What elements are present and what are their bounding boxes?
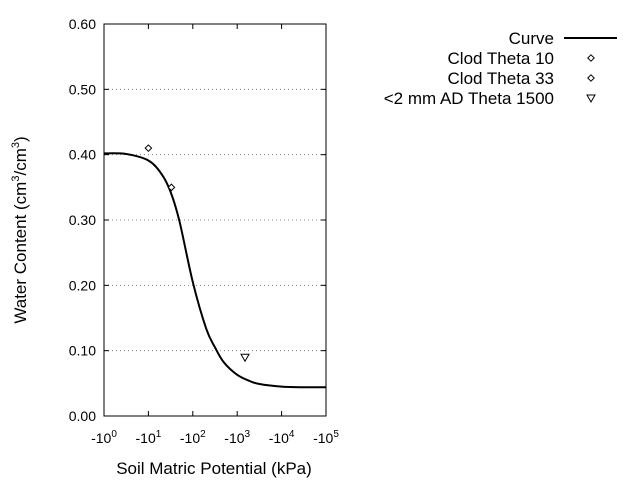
x-tick-label: -101 (136, 429, 162, 446)
x-axis-label: Soil Matric Potential (kPa) (116, 459, 312, 478)
legend-label: Clod Theta 10 (448, 49, 554, 68)
y-axis-label: Water Content (cm3/cm3) (10, 136, 30, 323)
points-layer (144, 144, 250, 363)
y-tick-label: 0.60 (69, 16, 96, 32)
legend-triangle-swatch (586, 94, 596, 104)
legend-label: Clod Theta 33 (448, 69, 554, 88)
x-tick-label: -100 (91, 429, 117, 446)
data-point-triangle (240, 353, 250, 363)
y-tick-label: 0.20 (69, 277, 96, 293)
legend-diamond-swatch (587, 54, 595, 62)
curve-line (103, 152, 327, 389)
data-point-diamond (167, 183, 176, 192)
y-tick-label: 0.00 (69, 408, 96, 424)
legend-label: <2 mm AD Theta 1500 (384, 89, 554, 108)
legend-diamond-swatch (587, 74, 595, 82)
curve-layer (103, 152, 327, 389)
x-tick-label: -104 (269, 429, 295, 446)
x-tick-label: -103 (224, 429, 250, 446)
gridlines (104, 88, 326, 352)
y-tick-label: 0.50 (69, 81, 96, 97)
legend-label: Curve (509, 29, 554, 48)
y-axis-ticks: 0.00 0.10 0.20 0.30 0.40 0.50 0.60 (69, 16, 326, 424)
x-axis-ticks: -100 -101 -102 -103 -104 -105 (91, 24, 339, 446)
x-tick-label: -102 (180, 429, 206, 446)
y-tick-label: 0.10 (69, 343, 96, 359)
y-tick-label: 0.40 (69, 147, 96, 163)
x-tick-label: -105 (313, 429, 339, 446)
y-tick-label: 0.30 (69, 212, 96, 228)
data-point-diamond (144, 144, 153, 153)
